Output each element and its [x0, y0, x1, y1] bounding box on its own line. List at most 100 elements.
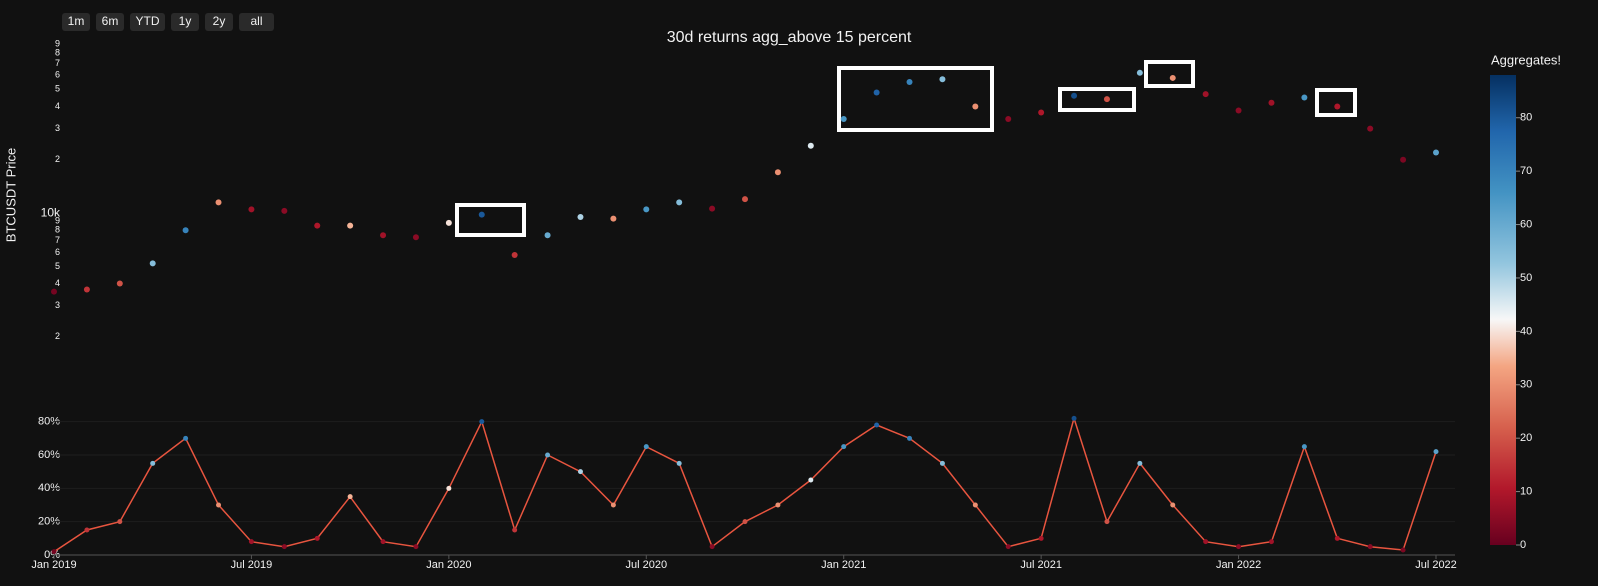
aggregate-point	[874, 422, 880, 428]
colorbar-tick-label: 40	[1520, 325, 1532, 337]
y-tick-label: 4	[55, 101, 60, 111]
colorbar-tick-label: 20	[1520, 432, 1532, 444]
price-point	[182, 227, 189, 234]
y-tick-label: 3	[55, 300, 60, 310]
price-point	[281, 207, 288, 214]
aggregate-point	[1071, 415, 1077, 421]
aggregate-point	[446, 485, 452, 491]
highlight-boxes	[455, 60, 1357, 237]
price-point	[149, 260, 156, 267]
aggregate-point	[150, 460, 156, 466]
aggregate-point	[841, 444, 847, 450]
highlight-box	[455, 203, 526, 237]
aggregate-point	[248, 539, 254, 545]
button-background[interactable]	[205, 13, 233, 31]
price-point	[1005, 116, 1012, 123]
colorbar-tick-label: 10	[1520, 485, 1532, 497]
price-point	[215, 199, 222, 206]
price-point	[873, 89, 880, 96]
button-background[interactable]	[130, 13, 165, 31]
price-point	[248, 206, 255, 213]
x-tick-label: Jan 2021	[821, 559, 866, 571]
price-point	[939, 76, 946, 83]
price-point	[807, 142, 814, 149]
x-tick-label: Jul 2019	[231, 559, 273, 571]
y-tick-label: 6	[55, 70, 60, 80]
aggregate-point	[1433, 449, 1439, 455]
button-background[interactable]	[96, 13, 124, 31]
price-point	[1103, 96, 1110, 103]
price-point	[83, 286, 90, 293]
price-point	[1301, 94, 1308, 101]
aggregate-point	[1104, 519, 1110, 525]
price-point	[1235, 107, 1242, 114]
aggregate-point	[1301, 444, 1307, 450]
range-button[interactable]: YTD	[130, 13, 165, 31]
aggregate-point	[610, 502, 616, 508]
aggregate-point	[1268, 539, 1274, 545]
y-tick-label: 9	[55, 216, 60, 226]
x-tick-label: Jul 2021	[1020, 559, 1062, 571]
colorbar-tick-label: 0	[1520, 539, 1526, 551]
price-point	[544, 232, 551, 239]
button-label[interactable]: 1y	[179, 14, 192, 28]
range-selector: 1m 6m YTD 1y 2y all	[62, 13, 274, 31]
chart-title: 30d returns agg_above 15 percent	[667, 29, 912, 46]
price-point	[116, 280, 123, 287]
aggregate-point	[775, 502, 781, 508]
y-tick-label: 2	[55, 331, 60, 341]
price-point	[1136, 69, 1143, 76]
aggregate-point	[1137, 460, 1143, 466]
aggregate-point	[1334, 535, 1340, 541]
button-label[interactable]: 1m	[68, 14, 85, 28]
colorbar-tick-label: 70	[1520, 165, 1532, 177]
aggregate-point	[413, 544, 419, 550]
price-point	[1268, 99, 1275, 106]
range-button[interactable]: all	[239, 13, 274, 31]
price-point	[1400, 156, 1407, 163]
y-tick-label: 3	[55, 123, 60, 133]
aggregate-point	[281, 544, 287, 550]
range-button[interactable]: 2y	[205, 13, 233, 31]
y-tick-label: 9	[55, 39, 60, 49]
aggregate-point	[808, 477, 814, 483]
price-point	[1071, 92, 1078, 99]
aggregate-point	[1203, 539, 1209, 545]
button-label[interactable]: 2y	[213, 14, 226, 28]
aggregate-point	[51, 549, 57, 555]
x-tick-label: Jul 2022	[1415, 559, 1457, 571]
price-point	[1334, 103, 1341, 110]
aggregate-point	[1400, 547, 1406, 553]
range-button[interactable]: 1m	[62, 13, 90, 31]
button-background[interactable]	[171, 13, 199, 31]
highlight-box	[1144, 60, 1195, 88]
aggregate-point	[577, 469, 583, 475]
highlight-box	[1058, 87, 1136, 112]
button-background[interactable]	[239, 13, 274, 31]
price-point	[478, 211, 485, 218]
button-label[interactable]: all	[250, 14, 262, 28]
price-point	[1367, 125, 1374, 132]
price-point	[972, 103, 979, 110]
button-background[interactable]	[62, 13, 90, 31]
range-button[interactable]: 1y	[171, 13, 199, 31]
colorbar-tick-label: 60	[1520, 218, 1532, 230]
aggregate-point	[1038, 535, 1044, 541]
button-label[interactable]: 6m	[102, 14, 119, 28]
aggregate-point	[643, 444, 649, 450]
price-point	[511, 251, 518, 258]
price-point	[1433, 149, 1439, 156]
x-tick-label: Jan 2019	[31, 559, 76, 571]
aggregate-point	[512, 527, 518, 533]
range-button[interactable]: 6m	[96, 13, 124, 31]
aggregate-point	[709, 544, 715, 550]
price-point	[676, 199, 683, 206]
aggregate-point	[545, 452, 551, 458]
aggregate-point	[183, 435, 189, 441]
colorbar	[1490, 75, 1516, 545]
button-label[interactable]: YTD	[136, 14, 160, 28]
colorbar-tick-label: 80	[1520, 112, 1532, 124]
y-axis-label: BTCUSDT Price	[3, 148, 18, 242]
